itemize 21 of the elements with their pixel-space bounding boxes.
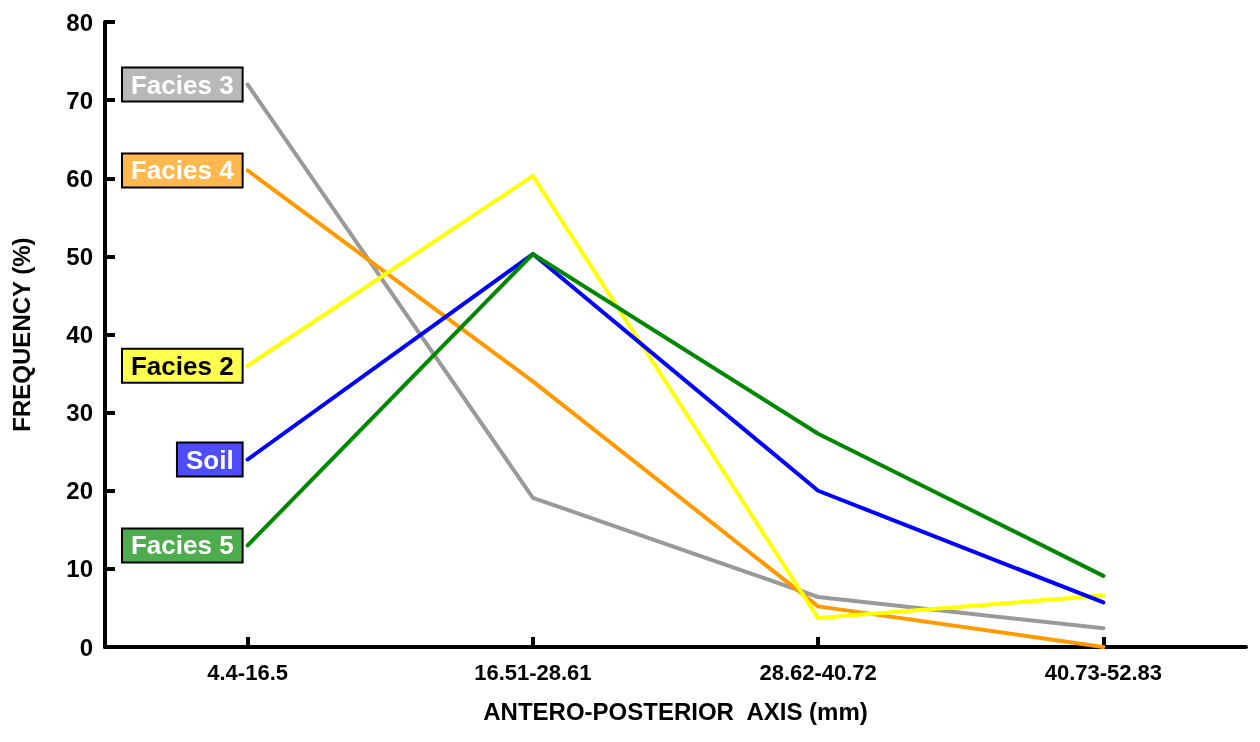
- series-label: Facies 3: [130, 69, 234, 100]
- x-tick-label: 16.51-28.61: [474, 659, 592, 685]
- y-tick-label: 40: [66, 321, 93, 348]
- series-label: Facies 4: [130, 155, 235, 186]
- y-tick-label: 50: [66, 242, 93, 270]
- series-label: Facies 2: [130, 350, 234, 381]
- y-tick-label: 80: [66, 8, 93, 36]
- y-tick-label: 60: [66, 164, 93, 192]
- y-tick-label: 70: [66, 86, 93, 114]
- x-tick-label: 28.62-40.72: [759, 659, 877, 685]
- line-series: [245, 82, 1106, 631]
- x-tick-label: 4.4-16.5: [207, 659, 288, 685]
- y-tick-label: 0: [79, 633, 93, 661]
- y-axis-title: FREQUENCY (%): [7, 237, 35, 432]
- x-axis-title: ANTERO-POSTERIOR AXIS (mm): [483, 697, 868, 725]
- series-label: Facies 5: [130, 530, 234, 561]
- y-tick-label: 30: [66, 399, 93, 427]
- series-label: Soil: [185, 444, 234, 475]
- y-tick-label: 10: [66, 555, 93, 583]
- x-tick-label: 40.73-52.83: [1044, 659, 1163, 685]
- y-tick-label: 20: [66, 477, 93, 505]
